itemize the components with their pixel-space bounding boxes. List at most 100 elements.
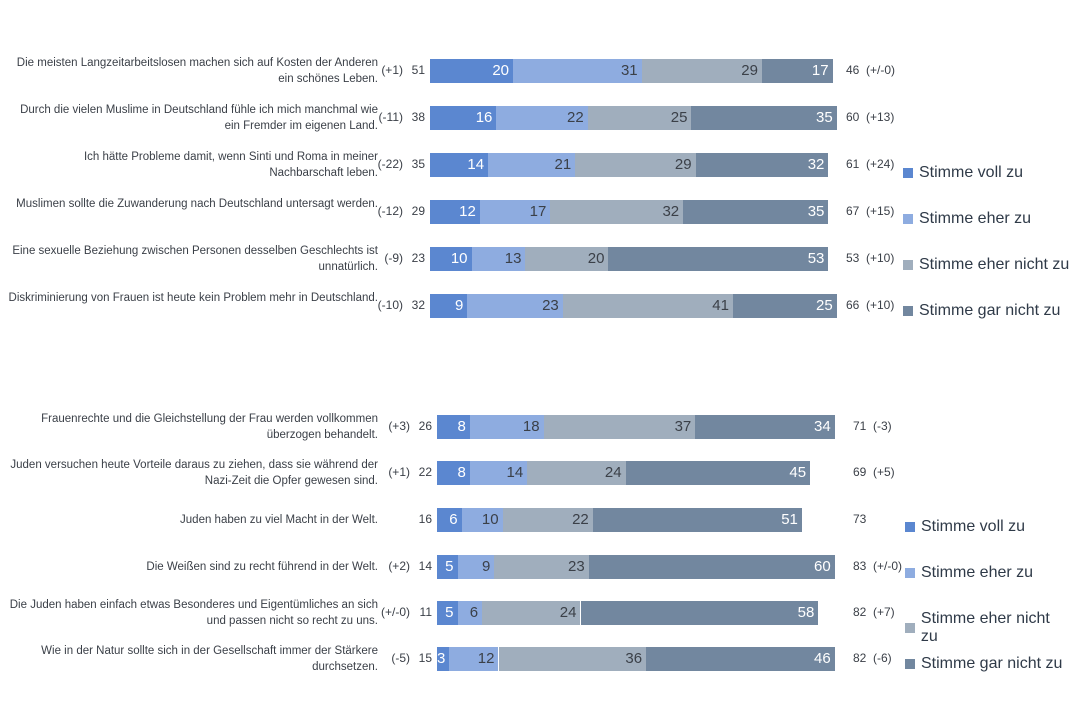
agree-total: 32	[411, 298, 425, 312]
disagree-total: 71	[853, 419, 867, 433]
bar-segment-0	[430, 59, 513, 83]
agree-total: 16	[418, 512, 432, 526]
disagree-total: 73	[853, 512, 867, 526]
data-label: 3	[437, 650, 446, 667]
agree-change: (+/-0)	[380, 605, 410, 619]
data-label: 22	[567, 109, 584, 126]
bar-segment-3	[695, 153, 829, 177]
agree-change: (-11)	[378, 110, 403, 124]
row-label: Wie in der Natur sollte sich in der Gese…	[41, 645, 378, 673]
disagree-change: (+5)	[873, 465, 895, 479]
bar-segment-3	[580, 601, 819, 625]
data-label: 5	[445, 604, 454, 621]
agree-change: (+3)	[388, 419, 410, 433]
bar-segment-2	[587, 106, 692, 130]
bar-segment-1	[471, 247, 526, 271]
bar-segment-3	[646, 647, 835, 671]
disagree-total: 69	[853, 465, 867, 479]
data-label: 22	[572, 511, 589, 528]
bar-segment-0	[437, 461, 470, 485]
bar-segment-1	[488, 153, 576, 177]
row-label: Ich hätte Probleme damit, wenn Sinti und…	[83, 151, 378, 179]
legend-swatch	[903, 214, 913, 224]
bar-segment-2	[543, 415, 696, 439]
bar-segment-1	[496, 106, 588, 130]
data-label: 8	[457, 418, 466, 435]
data-label: 25	[816, 297, 833, 314]
legend-item: Stimme gar nicht zu	[903, 302, 1060, 320]
legend-item: Stimme voll zu	[905, 518, 1025, 536]
bar-segment-3	[592, 508, 802, 532]
bar-segment-1	[469, 461, 528, 485]
bar-segment-1	[457, 555, 495, 579]
bar-segment-0	[430, 247, 472, 271]
bar-segment-2	[494, 555, 589, 579]
legend-label: Stimme voll zu	[919, 164, 1024, 181]
disagree-change: (+10)	[866, 298, 895, 312]
data-label: 8	[457, 464, 466, 481]
data-label: 9	[455, 297, 464, 314]
bar-segment-0	[430, 153, 489, 177]
data-label: 18	[522, 418, 540, 435]
row-label: Die Weißen sind zu recht führend in der …	[146, 561, 378, 573]
data-label: 31	[620, 62, 638, 79]
data-label: 24	[604, 464, 622, 481]
row-label: Juden versuchen heute Vorteile daraus zu…	[10, 459, 378, 487]
data-label: 14	[467, 156, 485, 173]
data-label: 51	[781, 511, 798, 528]
legend-item: Stimme gar nicht zu	[905, 655, 1062, 673]
agree-total: 14	[418, 559, 432, 573]
bar-segment-0	[437, 508, 462, 532]
data-label: 24	[559, 604, 577, 621]
bar-segment-0	[437, 601, 458, 625]
disagree-change: (+10)	[866, 251, 895, 265]
agree-total: 38	[411, 110, 425, 124]
data-label: 37	[674, 418, 692, 435]
bar-segment-2	[498, 647, 647, 671]
bar-segment-1	[457, 601, 483, 625]
row-label: Juden haben zu viel Macht in der Welt.	[180, 514, 378, 526]
disagree-total: 46	[846, 63, 860, 77]
agree-total: 23	[411, 251, 425, 265]
data-label: 29	[674, 156, 692, 173]
data-label: 23	[542, 297, 559, 314]
legend-item: Stimme eher zu	[905, 564, 1033, 582]
row-label: Muslimen sollte die Zuwanderung nach Deu…	[16, 198, 378, 210]
legend-label: Stimme gar nicht zu	[919, 302, 1061, 319]
disagree-change: (-3)	[873, 419, 892, 433]
legend-swatch	[905, 568, 915, 578]
data-label: 13	[504, 250, 522, 267]
bar-segment-2	[527, 461, 626, 485]
data-label: 46	[814, 650, 831, 667]
data-label: 21	[554, 156, 572, 173]
data-label: 14	[506, 464, 524, 481]
legend-swatch	[903, 306, 913, 316]
agree-total: 11	[419, 605, 432, 619]
bar-segment-1	[449, 647, 499, 671]
bar-segment-1	[469, 415, 544, 439]
row-label: Durch die vielen Muslime in Deutschland …	[20, 104, 378, 132]
bar-segment-1	[513, 59, 642, 83]
data-label: 60	[814, 558, 831, 575]
bar-segment-3	[732, 294, 837, 318]
legend-swatch	[903, 168, 913, 178]
bar-segment-3	[691, 106, 837, 130]
data-label: 58	[797, 604, 815, 621]
row-label: Frauenrechte und die Gleichstellung der …	[41, 413, 378, 441]
bar-segment-3	[625, 461, 811, 485]
agree-total: 51	[411, 63, 425, 77]
bar-segment-2	[641, 59, 762, 83]
bar-segment-1	[467, 294, 563, 318]
data-label: 32	[662, 203, 680, 220]
data-label: 5	[445, 558, 454, 575]
disagree-total: 67	[846, 204, 860, 218]
legend-item: Stimme eher zu	[903, 210, 1031, 228]
agree-total: 29	[411, 204, 425, 218]
data-label: 12	[477, 650, 495, 667]
data-label: 10	[450, 250, 468, 267]
legend-swatch	[903, 260, 913, 270]
data-label: 20	[587, 250, 605, 267]
legend-label: Stimme eher nicht zu	[920, 610, 1050, 645]
disagree-change: (+7)	[873, 605, 895, 619]
